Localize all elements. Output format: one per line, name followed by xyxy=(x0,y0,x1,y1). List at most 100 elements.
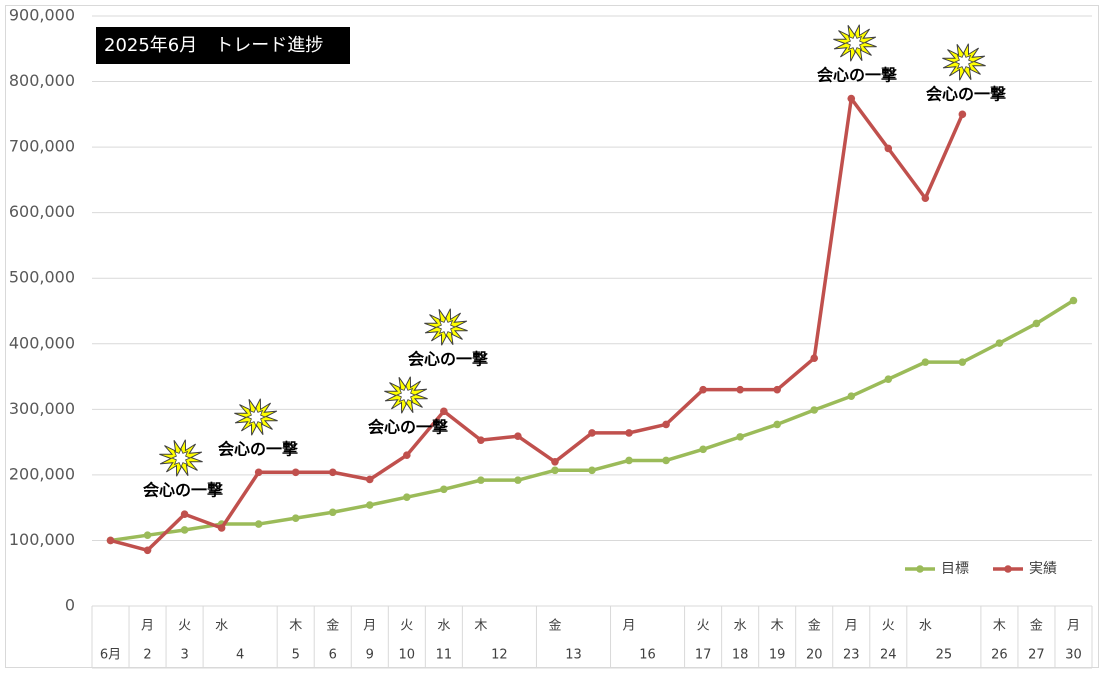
data-point xyxy=(662,420,670,429)
data-point xyxy=(884,144,893,153)
legend-label: 実績 xyxy=(1029,561,1057,577)
data-point xyxy=(884,375,893,383)
y-tick-label: 700,000 xyxy=(9,137,75,156)
data-point xyxy=(958,110,967,119)
y-tick-label: 0 xyxy=(65,596,75,615)
data-point xyxy=(662,456,670,465)
y-tick-label: 800,000 xyxy=(9,71,75,90)
data-point xyxy=(810,406,819,414)
chart-title: 2025年6月 トレード進捗 xyxy=(104,35,323,56)
annotation: 会心の一撃 xyxy=(926,85,1006,104)
legend-marker xyxy=(916,565,924,573)
weekday-label: 月 xyxy=(363,619,376,634)
data-point xyxy=(736,385,744,394)
x-tick-label: 10 xyxy=(399,648,416,663)
x-tick-label: 17 xyxy=(695,648,712,663)
data-point xyxy=(403,451,411,460)
data-point xyxy=(143,531,152,539)
x-tick-label: 4 xyxy=(236,648,244,663)
data-point xyxy=(328,468,337,477)
data-point xyxy=(699,385,707,394)
annotation: 会心の一撃 xyxy=(218,440,298,459)
x-tick-label: 13 xyxy=(565,648,582,663)
weekday-label: 木 xyxy=(289,619,302,634)
data-point xyxy=(440,407,448,416)
y-tick-label: 100,000 xyxy=(9,530,75,549)
data-point xyxy=(440,485,448,494)
x-tick-label: 5 xyxy=(292,648,300,663)
weekday-label: 木 xyxy=(771,619,784,634)
data-point xyxy=(291,514,300,522)
data-point xyxy=(180,526,189,534)
y-tick-label: 300,000 xyxy=(9,399,75,418)
weekday-label: 水 xyxy=(734,619,747,634)
chart-border xyxy=(5,5,1099,668)
title-box xyxy=(96,27,350,64)
starburst-core xyxy=(435,316,457,338)
y-tick-label: 900,000 xyxy=(9,6,75,25)
starburst-core xyxy=(953,51,975,73)
data-point xyxy=(217,524,226,532)
annotation: 会心の一撃 xyxy=(368,418,448,437)
x-tick-label: 11 xyxy=(436,648,453,663)
data-point xyxy=(921,194,930,203)
data-point xyxy=(477,476,485,484)
x-tick-label: 18 xyxy=(732,648,749,663)
data-point xyxy=(699,445,707,454)
data-point xyxy=(588,466,596,475)
data-point xyxy=(625,456,633,465)
weekday-label: 木 xyxy=(474,619,487,634)
data-point xyxy=(958,358,967,366)
legend-label: 目標 xyxy=(941,561,969,577)
weekday-label: 月 xyxy=(845,619,858,634)
weekday-label: 金 xyxy=(1030,618,1043,634)
weekday-label: 火 xyxy=(178,619,191,634)
series-line xyxy=(110,96,964,553)
legend-marker xyxy=(1004,565,1012,573)
weekday-label: 金 xyxy=(326,618,339,634)
data-point xyxy=(328,508,337,517)
weekday-label: 月 xyxy=(623,619,636,634)
x-tick-label: 9 xyxy=(366,648,374,663)
weekday-label: 水 xyxy=(919,619,932,634)
y-tick-label: 600,000 xyxy=(9,202,75,221)
x-tick-label: 6 xyxy=(329,648,337,663)
x-tick-label: 3 xyxy=(180,648,188,663)
data-point xyxy=(995,339,1004,347)
data-point xyxy=(736,433,744,441)
data-point xyxy=(588,429,596,437)
data-point xyxy=(143,546,152,555)
data-point xyxy=(403,493,411,501)
x-tick-label: 6月 xyxy=(100,648,121,663)
data-point xyxy=(254,520,263,528)
x-tick-label: 30 xyxy=(1065,648,1082,663)
data-point xyxy=(551,466,559,475)
weekday-label: 月 xyxy=(141,619,154,634)
data-point xyxy=(773,420,781,429)
weekday-label: 火 xyxy=(882,619,895,634)
data-point xyxy=(514,432,522,441)
y-tick-label: 500,000 xyxy=(9,268,75,287)
data-point xyxy=(477,436,485,444)
starburst-core xyxy=(245,406,267,428)
data-point xyxy=(1069,296,1078,305)
data-point xyxy=(365,475,374,484)
x-tick-label: 24 xyxy=(880,648,897,663)
y-tick-label: 400,000 xyxy=(9,333,75,352)
data-point xyxy=(773,385,781,394)
annotation: 会心の一撃 xyxy=(817,66,897,85)
x-tick-label: 23 xyxy=(843,648,860,663)
x-tick-label: 27 xyxy=(1028,648,1045,663)
data-point xyxy=(625,429,633,437)
data-point xyxy=(106,536,115,545)
weekday-label: 金 xyxy=(808,618,821,634)
data-point xyxy=(180,510,189,519)
data-point xyxy=(847,392,856,401)
data-point xyxy=(551,457,559,466)
x-tick-label: 2 xyxy=(143,648,151,663)
weekday-label: 木 xyxy=(993,619,1006,634)
x-tick-label: 16 xyxy=(639,648,656,663)
starburst-core xyxy=(844,32,866,54)
data-point xyxy=(365,501,374,509)
